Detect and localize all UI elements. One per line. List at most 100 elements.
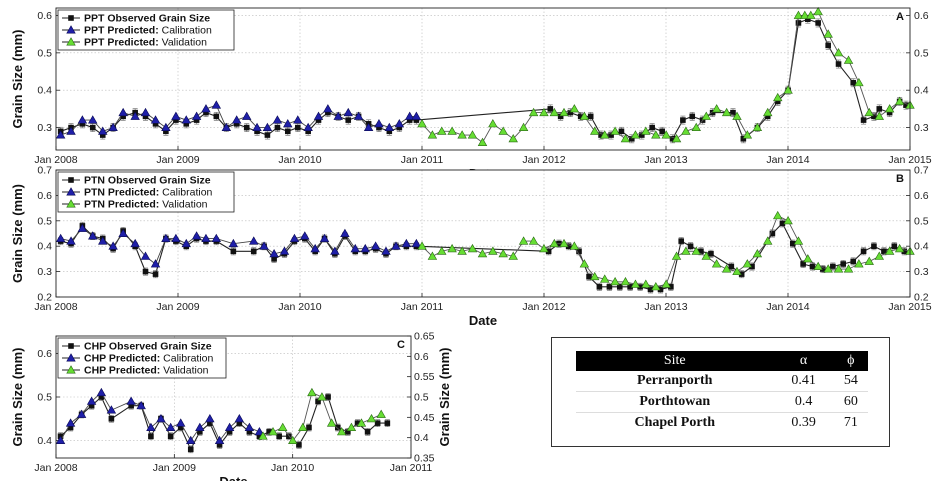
legend-marker	[66, 187, 76, 196]
data-point	[66, 236, 76, 245]
data-point	[334, 424, 341, 431]
data-point	[610, 126, 620, 135]
data-point	[163, 128, 169, 135]
data-point	[447, 126, 457, 135]
legend-marker	[68, 343, 74, 349]
data-point	[738, 271, 745, 277]
legend-label-kind: Validation	[159, 37, 207, 49]
data-point	[820, 266, 826, 272]
data-point	[226, 429, 233, 435]
data-point	[689, 113, 696, 120]
data-point	[195, 422, 205, 431]
data-point	[136, 400, 146, 410]
panel-letter: A	[896, 11, 904, 23]
legend-marker	[68, 177, 74, 183]
data-point	[177, 424, 184, 431]
x-tick-label: Jan 2013	[644, 154, 687, 166]
data-point	[467, 130, 478, 139]
data-point	[130, 111, 140, 120]
data-point	[152, 271, 159, 277]
y-tick-label: 0.6	[37, 190, 52, 202]
data-point	[657, 286, 664, 293]
data-point	[835, 61, 842, 67]
y-right-tick-label: 0.35	[414, 453, 435, 465]
data-point	[417, 241, 427, 250]
legend-label-site: CHP Predicted:	[84, 353, 160, 365]
data-point	[120, 113, 126, 120]
data-point	[427, 130, 438, 139]
data-point	[730, 109, 736, 116]
data-point	[749, 263, 755, 270]
data-point	[805, 16, 811, 23]
data-point	[569, 241, 580, 250]
data-point	[411, 238, 422, 248]
table-row: Perranporth 0.41 54	[576, 371, 868, 392]
data-point	[721, 107, 732, 117]
data-point	[224, 422, 235, 431]
data-point	[307, 387, 317, 397]
data-point	[641, 279, 651, 288]
panel-c: Jan 2008 Jan 2009 Jan 2010 Jan 2011 0.4 0.5 0.…	[10, 331, 452, 481]
data-point	[901, 248, 908, 255]
data-point	[65, 418, 76, 427]
data-point	[266, 429, 272, 435]
y-right-tick-label: 0.6	[914, 10, 929, 22]
data-point	[66, 126, 76, 135]
data-point	[244, 422, 255, 431]
data-point	[191, 231, 202, 240]
y-right-tick-label: 0.4	[914, 85, 929, 97]
x-tick-label: Jan 2014	[766, 154, 809, 166]
data-point	[284, 128, 291, 135]
x-tick-label: Jan 2009	[156, 154, 199, 166]
data-point	[590, 126, 600, 135]
data-point	[360, 243, 370, 253]
data-point	[860, 117, 867, 123]
data-point	[681, 126, 691, 135]
data-point	[825, 42, 831, 49]
data-point	[216, 442, 223, 448]
data-point	[576, 248, 582, 255]
data-point	[279, 246, 290, 255]
data-point	[783, 85, 793, 94]
data-point	[98, 394, 105, 400]
legend-label: CHP Observed Grain Size	[84, 341, 212, 353]
data-point	[305, 128, 311, 135]
data-point	[140, 251, 151, 260]
data-point	[680, 117, 686, 123]
y-tick-label: 0.6	[37, 348, 52, 360]
x-tick-label: Jan 2011	[401, 154, 444, 166]
y-tick-label: 0.3	[37, 266, 52, 278]
data-point	[732, 266, 742, 276]
y-right-tick-label: 0.45	[414, 412, 435, 424]
data-point	[264, 132, 271, 138]
data-point	[98, 126, 108, 135]
data-point	[404, 111, 415, 120]
site-parameter-table: Site α ϕ Perranporth 0.41 54 Porthtowan …	[551, 337, 890, 447]
data-point	[213, 113, 220, 120]
data-point	[142, 268, 149, 275]
data-point	[437, 246, 447, 255]
data-point	[587, 113, 594, 120]
legend-label: PPT Predicted: Calibration	[84, 25, 212, 37]
legend	[57, 9, 235, 51]
data-point	[298, 422, 308, 431]
legend-label-kind: Calibration	[159, 187, 212, 199]
data-point	[343, 107, 353, 117]
data-point	[539, 243, 549, 253]
legend-marker	[66, 365, 76, 374]
data-point	[186, 435, 196, 445]
data-point	[616, 284, 623, 290]
data-point	[789, 240, 796, 247]
data-point	[764, 113, 771, 120]
alpha-value: 0.41	[773, 371, 834, 392]
data-point	[752, 122, 763, 132]
y-right-tick-label: 0.55	[414, 371, 435, 383]
data-point	[800, 10, 810, 19]
data-point	[763, 107, 773, 117]
x-tick-label: Jan 2009	[156, 301, 199, 313]
data-point	[610, 276, 620, 286]
table-header-row: Site α ϕ	[576, 351, 868, 371]
y-right-tick-label: 0.4	[914, 241, 929, 253]
data-point	[661, 279, 671, 288]
